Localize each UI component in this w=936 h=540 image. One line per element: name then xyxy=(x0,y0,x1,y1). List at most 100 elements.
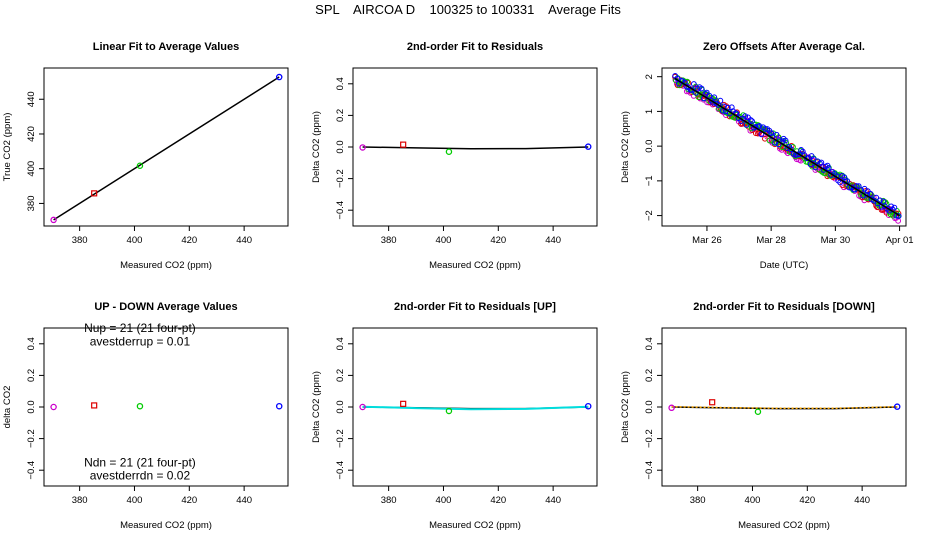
data-point xyxy=(690,81,697,87)
data-point xyxy=(275,73,283,81)
data-point xyxy=(768,130,775,137)
panel-title: 2nd-order Fit to Residuals [UP] xyxy=(394,301,556,313)
y-axis-label: Delta CO2 (ppm) xyxy=(311,111,322,183)
data-point xyxy=(754,408,762,415)
data-point xyxy=(742,113,749,120)
data-point xyxy=(584,402,592,410)
data-point xyxy=(275,402,283,410)
x-tick-label: 380 xyxy=(72,235,88,246)
y-tick-label: 0.0 xyxy=(644,400,655,413)
data-point xyxy=(50,403,57,411)
data-point xyxy=(818,159,825,166)
data-point xyxy=(782,137,789,144)
y-tick-label: 440 xyxy=(26,91,37,107)
y-tick-label: 0.2 xyxy=(26,369,37,382)
plot-area xyxy=(668,399,901,415)
data-point xyxy=(136,162,144,170)
y-axis-label: Delta CO2 (ppm) xyxy=(311,371,322,443)
x-tick-label: 380 xyxy=(72,495,88,506)
data-point xyxy=(400,400,407,407)
data-point xyxy=(717,97,724,104)
data-point xyxy=(91,402,98,409)
data-point xyxy=(867,190,874,197)
y-axis-label: delta CO2 xyxy=(2,386,13,429)
data-point xyxy=(873,194,880,201)
x-axis-label: Measured CO2 (ppm) xyxy=(429,260,521,271)
data-point xyxy=(755,130,761,137)
x-tick-label: 400 xyxy=(436,495,452,506)
annotation: Nup = 21 (21 four-pt) xyxy=(84,321,196,335)
x-tick-label: 420 xyxy=(181,235,197,246)
x-tick-label: 440 xyxy=(545,235,561,246)
panel-title: Zero Offsets After Average Cal. xyxy=(703,41,865,53)
annotation: avestderrup = 0.01 xyxy=(90,334,191,348)
x-tick-label: Mar 30 xyxy=(821,235,851,246)
data-point xyxy=(770,130,777,137)
data-point xyxy=(694,85,701,92)
data-point xyxy=(445,148,453,155)
y-tick-label: −0.4 xyxy=(335,201,346,220)
x-tick-label: 400 xyxy=(127,495,143,506)
data-point xyxy=(891,204,898,211)
x-axis-label: Measured CO2 (ppm) xyxy=(738,520,830,531)
x-tick-label: 420 xyxy=(490,495,506,506)
y-tick-label: 0.4 xyxy=(335,77,346,90)
panel-title: UP - DOWN Average Values xyxy=(94,301,237,313)
data-point xyxy=(749,118,755,125)
y-tick-label: −0.4 xyxy=(335,461,346,480)
panel-title: 2nd-order Fit to Residuals xyxy=(407,41,543,53)
y-tick-label: 0.4 xyxy=(26,337,37,350)
y-tick-label: 0.4 xyxy=(335,337,346,350)
plot-area xyxy=(672,72,902,224)
data-point xyxy=(728,104,735,111)
y-tick-label: 0.2 xyxy=(644,369,655,382)
plot-area xyxy=(50,402,283,411)
plot-area xyxy=(359,141,592,155)
data-point xyxy=(798,147,805,153)
y-tick-label: 400 xyxy=(26,161,37,177)
x-tick-label: 440 xyxy=(854,495,870,506)
fit-line-black xyxy=(362,146,589,150)
data-point xyxy=(756,123,763,129)
data-point xyxy=(136,402,144,410)
data-point xyxy=(668,404,675,412)
y-tick-label: 0.0 xyxy=(335,400,346,413)
y-tick-label: 2 xyxy=(644,74,655,79)
data-point xyxy=(888,203,895,210)
x-tick-label: 420 xyxy=(490,235,506,246)
data-point xyxy=(400,141,407,148)
data-point xyxy=(709,399,716,406)
x-tick-label: Mar 26 xyxy=(692,235,722,246)
data-point xyxy=(738,120,744,127)
data-point xyxy=(359,403,366,411)
data-point xyxy=(91,190,98,197)
x-tick-label: 440 xyxy=(236,235,252,246)
data-point xyxy=(895,213,902,219)
data-point xyxy=(706,92,713,99)
y-tick-label: 0.2 xyxy=(335,369,346,382)
annotation: avestderrdn = 0.02 xyxy=(90,469,191,483)
data-point xyxy=(747,117,754,123)
panel-4: UP - DOWN Average Values 380 400 420 440 −0.4… xyxy=(2,301,289,531)
y-tick-label: 0.0 xyxy=(26,400,37,413)
y-tick-label: −1 xyxy=(644,175,655,186)
x-tick-label: 400 xyxy=(127,235,143,246)
plot-area xyxy=(359,400,592,415)
y-tick-label: −0.4 xyxy=(26,461,37,480)
x-axis-label: Date (UTC) xyxy=(760,260,809,271)
panel-5: 2nd-order Fit to Residuals [UP] 380 400 420… xyxy=(311,301,598,531)
data-point xyxy=(50,216,57,224)
x-tick-label: Apr 01 xyxy=(886,235,914,246)
y-tick-label: 0.0 xyxy=(335,140,346,153)
y-tick-label: −0.2 xyxy=(335,429,346,448)
panel-title: 2nd-order Fit to Residuals [DOWN] xyxy=(693,301,875,313)
y-tick-label: −2 xyxy=(644,210,655,221)
x-tick-label: 400 xyxy=(436,235,452,246)
panel-6: 2nd-order Fit to Residuals [DOWN] 380 400 4… xyxy=(620,301,907,531)
x-tick-label: 380 xyxy=(381,495,397,506)
y-tick-label: 0.0 xyxy=(644,140,655,153)
data-point xyxy=(445,407,453,415)
fit-line-black xyxy=(53,76,280,221)
y-tick-label: −0.2 xyxy=(644,429,655,448)
